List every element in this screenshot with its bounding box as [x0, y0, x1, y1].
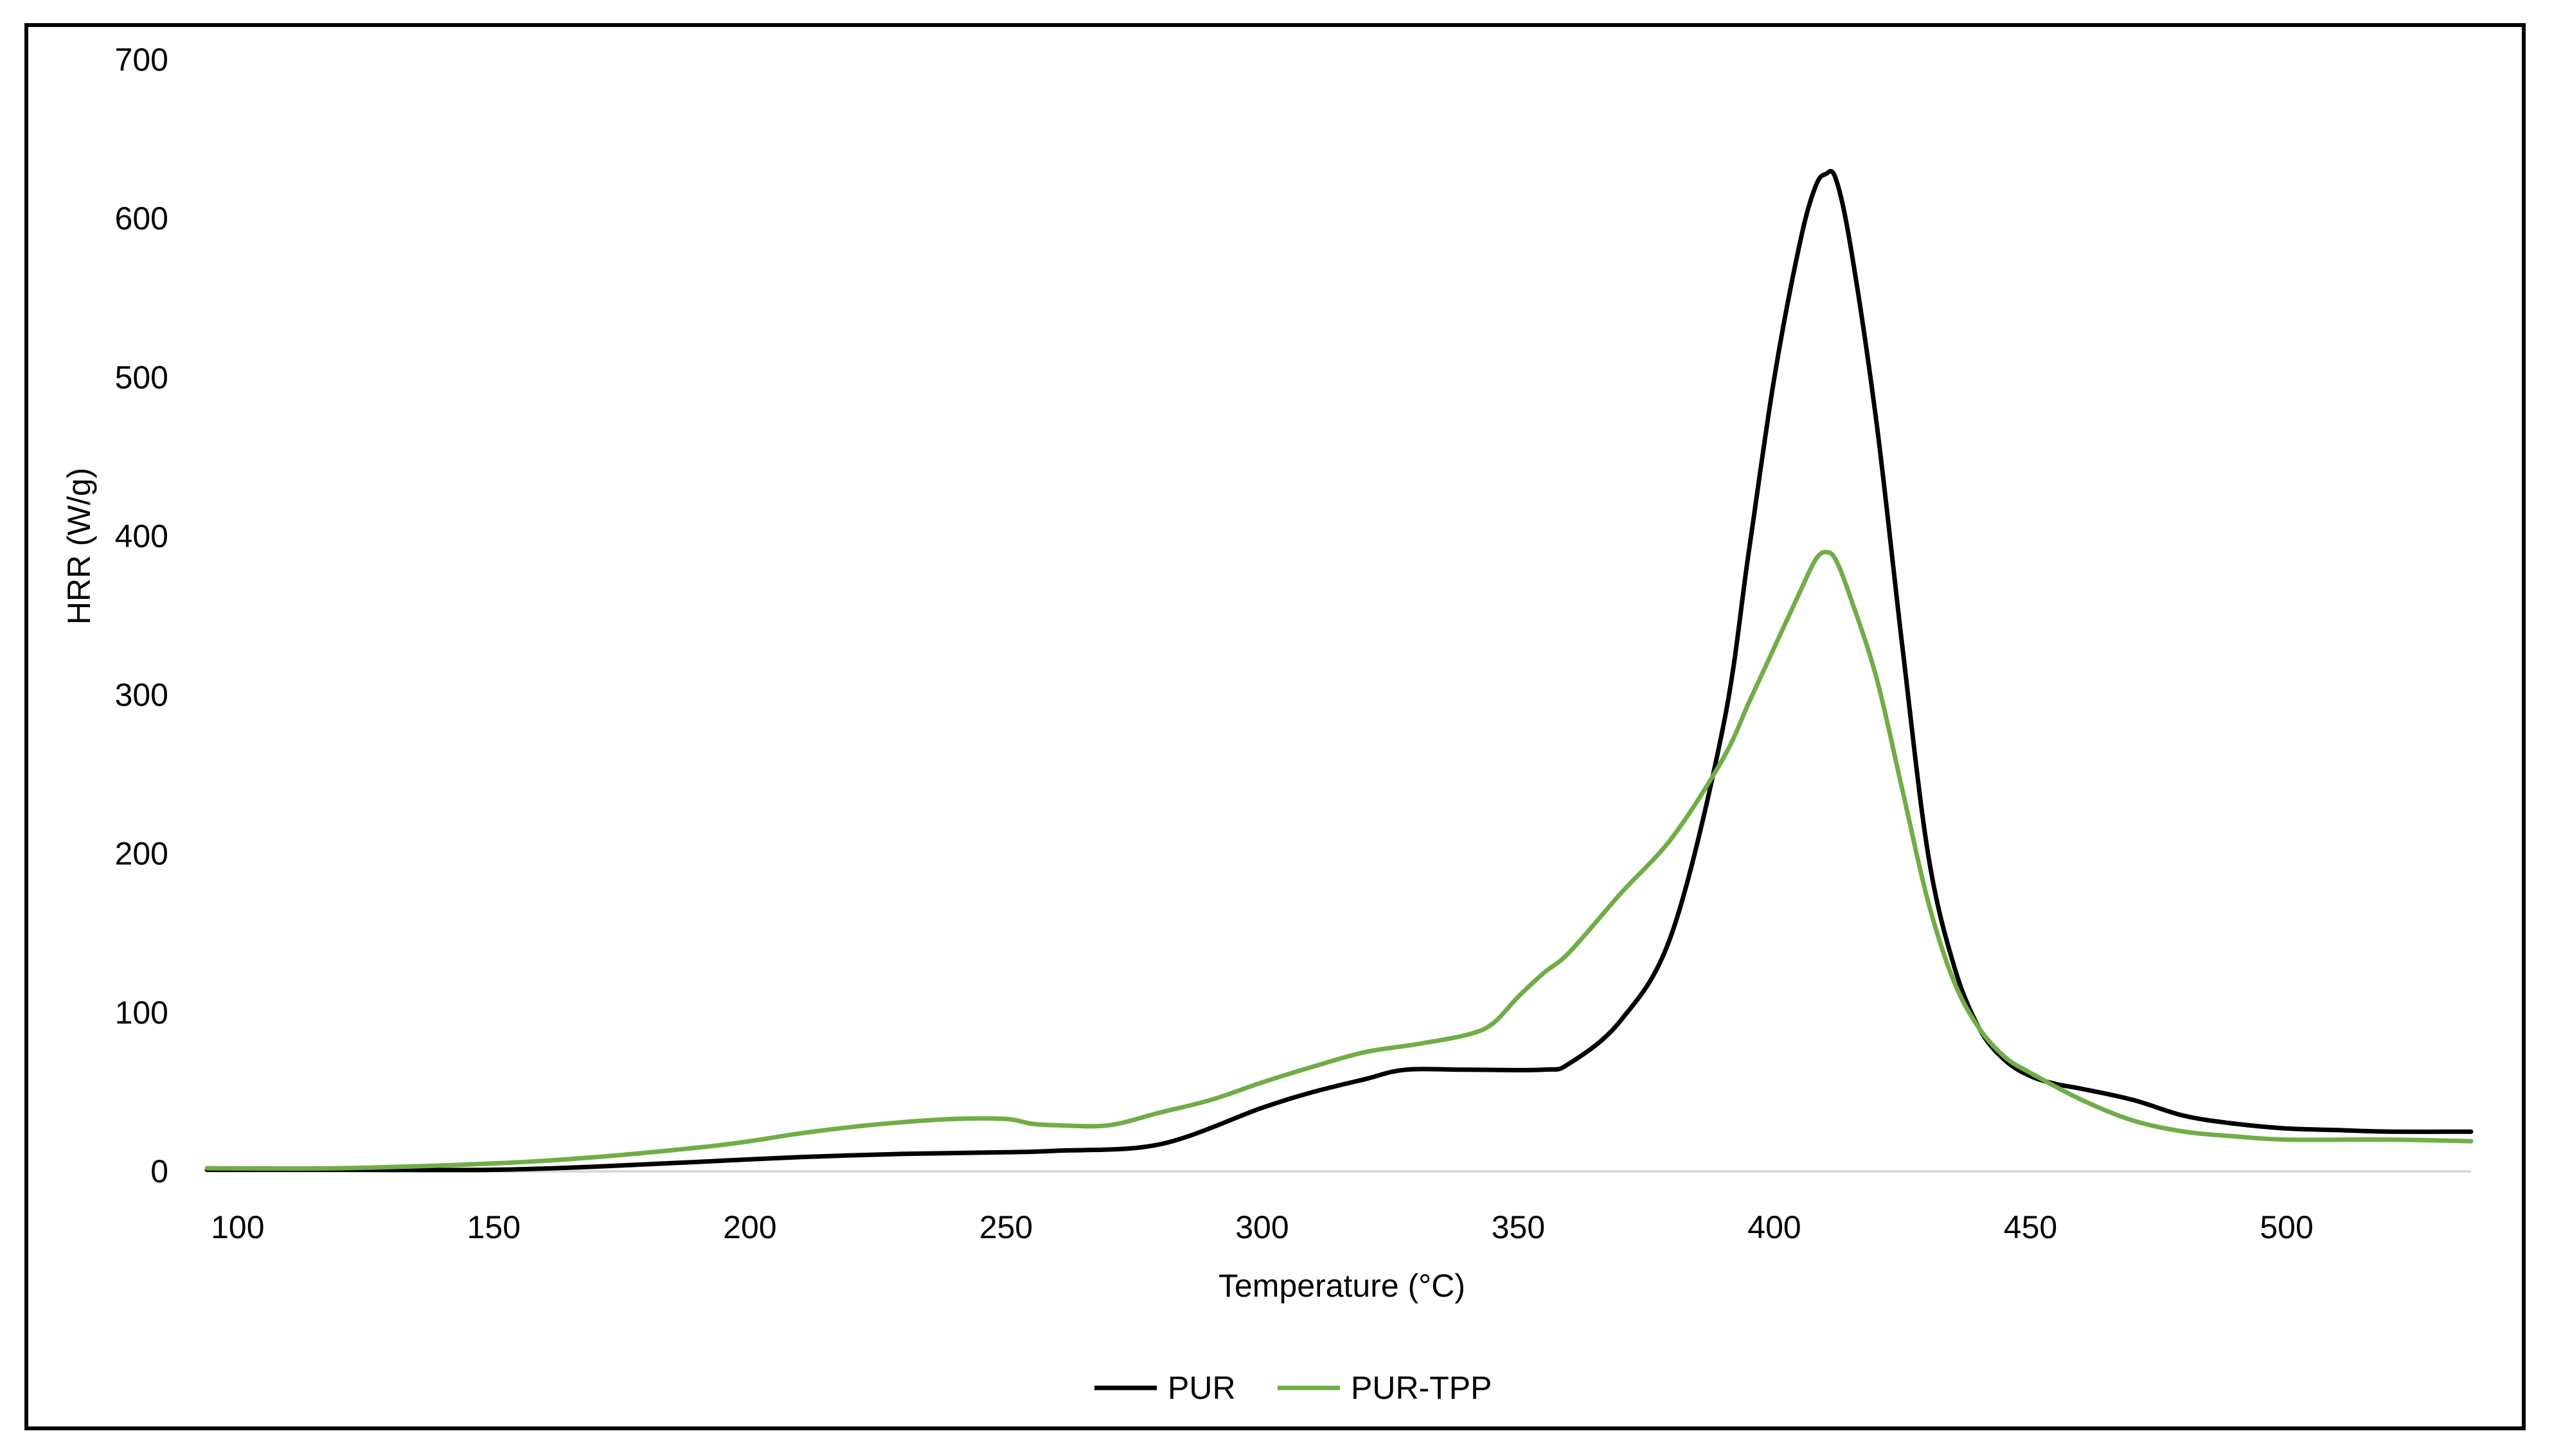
chart-frame — [24, 23, 2526, 1430]
y-axis-ticks: 0 100 200 300 400 500 600 700 — [115, 42, 168, 1189]
y-tick-label: 500 — [115, 359, 168, 395]
x-tick-label: 200 — [723, 1209, 776, 1245]
x-tick-label: 300 — [1235, 1209, 1289, 1245]
x-tick-label: 150 — [467, 1209, 521, 1245]
series-group — [204, 169, 2474, 1173]
y-tick-label: 700 — [115, 42, 168, 78]
x-tick-label: 100 — [211, 1209, 264, 1245]
x-tick-label: 500 — [2260, 1209, 2313, 1245]
legend-label-pur: PUR — [1168, 1370, 1236, 1406]
series-line-pur-tpp — [204, 549, 2474, 1171]
y-tick-label: 100 — [115, 995, 168, 1031]
x-tick-label: 350 — [1492, 1209, 1545, 1245]
y-axis-title: HRR (W/g) — [61, 468, 97, 625]
x-axis-ticks: 100 150 200 250 300 350 400 450 500 — [211, 1209, 2314, 1245]
y-tick-label: 400 — [115, 518, 168, 554]
x-axis-title: Temperature (°C) — [1218, 1268, 1465, 1304]
y-tick-label: 600 — [115, 200, 168, 236]
legend: PUR PUR-TPP — [1094, 1370, 1492, 1406]
x-tick-label: 250 — [979, 1209, 1033, 1245]
y-tick-label: 0 — [150, 1153, 168, 1189]
legend-label-pur-tpp: PUR-TPP — [1351, 1370, 1492, 1406]
x-tick-label: 400 — [1747, 1209, 1801, 1245]
series-line-pur — [204, 169, 2474, 1173]
y-tick-label: 300 — [115, 677, 168, 713]
y-tick-label: 200 — [115, 836, 168, 872]
x-tick-label: 450 — [2004, 1209, 2057, 1245]
